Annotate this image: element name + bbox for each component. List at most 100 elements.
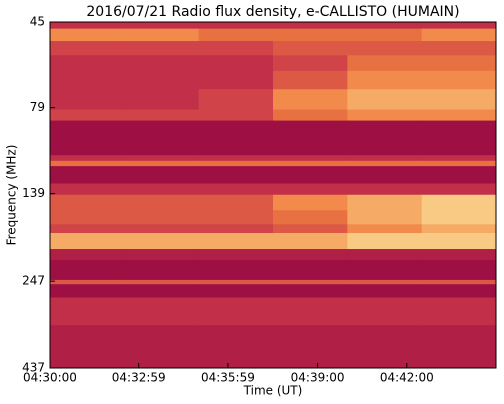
- heatmap-cell: [421, 41, 497, 56]
- y-axis-label: Frequency (MHz): [5, 145, 19, 246]
- heatmap-cell: [421, 260, 497, 281]
- heatmap-cell: [273, 297, 348, 326]
- heatmap-cell: [124, 41, 200, 56]
- heatmap-cell: [198, 89, 274, 111]
- heatmap-cell: [124, 109, 200, 122]
- heatmap-cell: [50, 325, 125, 369]
- heatmap-cell: [421, 183, 497, 196]
- heatmap-cell: [198, 109, 274, 122]
- heatmap-cell: [198, 166, 274, 184]
- heatmap-cell: [124, 284, 200, 299]
- y-tick-label: 437: [22, 361, 45, 375]
- heatmap-cell: [273, 166, 348, 184]
- heatmap-cell: [347, 183, 423, 196]
- heatmap-cell: [198, 183, 274, 196]
- heatmap-cell: [198, 194, 274, 211]
- heatmap-cell: [124, 120, 200, 156]
- heatmap-cell: [198, 155, 274, 162]
- heatmap-cell: [124, 224, 200, 234]
- heatmap-cell: [198, 55, 274, 72]
- chart-title: 2016/07/21 Radio flux density, e-CALLIST…: [86, 4, 459, 20]
- heatmap-cell: [50, 155, 125, 162]
- heatmap-cell: [273, 194, 348, 211]
- heatmap-cell: [124, 297, 200, 326]
- heatmap-cell: [273, 155, 348, 162]
- heatmap-cell: [124, 183, 200, 196]
- heatmap-cell: [347, 249, 423, 261]
- heatmap-cell: [50, 55, 125, 72]
- x-tick-label: 04:39:00: [291, 371, 345, 385]
- heatmap-cell: [124, 325, 200, 369]
- heatmap-cell: [50, 279, 125, 285]
- heatmap-cell: [50, 28, 125, 42]
- heatmap-cell: [198, 120, 274, 156]
- heatmap-cell: [198, 22, 274, 30]
- heatmap-cell: [198, 260, 274, 281]
- heatmap-cell: [421, 120, 497, 156]
- heatmap-cell: [50, 194, 125, 211]
- heatmap-cell: [273, 70, 348, 90]
- heatmap-cell: [421, 155, 497, 162]
- heatmap-cell: [347, 166, 423, 184]
- heatmap-cell: [198, 325, 274, 369]
- heatmap-cell: [347, 224, 423, 234]
- x-tick-label: 04:35:59: [201, 371, 255, 385]
- heatmap-cell: [347, 232, 423, 250]
- heatmap-cell: [124, 260, 200, 281]
- heatmap-cell: [124, 249, 200, 261]
- heatmap-cell: [124, 155, 200, 162]
- heatmap-cell: [347, 55, 423, 72]
- heatmap-cell: [124, 232, 200, 250]
- y-tick-label: 79: [30, 100, 45, 114]
- heatmap-cell: [347, 160, 423, 167]
- heatmap-cell: [347, 210, 423, 225]
- heatmap-cell: [421, 279, 497, 285]
- heatmap-cell: [347, 155, 423, 162]
- heatmap-cell: [50, 210, 125, 225]
- heatmap-cell: [124, 55, 200, 72]
- heatmap-cell: [50, 120, 125, 156]
- heatmap-cell: [50, 22, 125, 30]
- heatmap-cell: [50, 160, 125, 167]
- heatmap-cell: [347, 260, 423, 281]
- heatmap-cell: [273, 160, 348, 167]
- heatmap-cell: [198, 41, 274, 56]
- heatmap-cell: [421, 160, 497, 167]
- x-tick-label: 04:42:00: [380, 371, 434, 385]
- heatmap-cell: [421, 22, 497, 30]
- heatmap-cell: [50, 70, 125, 90]
- heatmap-cell: [198, 210, 274, 225]
- heatmap-cell: [198, 70, 274, 90]
- y-tick-label: 139: [22, 186, 45, 200]
- y-tick-label: 45: [30, 15, 45, 29]
- heatmap-cell: [421, 284, 497, 299]
- heatmap-cell: [198, 297, 274, 326]
- heatmap-cell: [347, 109, 423, 122]
- heatmap-cell: [50, 260, 125, 281]
- heatmap-cell: [421, 109, 497, 122]
- heatmap-cell: [273, 120, 348, 156]
- heatmap-cell: [198, 28, 274, 42]
- heatmap-cell: [50, 284, 125, 299]
- heatmap-cell: [421, 249, 497, 261]
- heatmap-cell: [124, 166, 200, 184]
- heatmap-cell: [421, 297, 497, 326]
- heatmap-cell: [421, 55, 497, 72]
- heatmap-cell: [50, 109, 125, 122]
- heatmap-cell: [273, 284, 348, 299]
- heatmap-cell: [198, 284, 274, 299]
- heatmap-cell: [273, 55, 348, 72]
- heatmap-cell: [273, 260, 348, 281]
- heatmap-cell: [50, 183, 125, 196]
- heatmap-cell: [421, 224, 497, 234]
- heatmap-cell: [347, 41, 423, 56]
- heatmap-cell: [347, 297, 423, 326]
- heatmap-cell: [347, 120, 423, 156]
- heatmap-cell: [124, 160, 200, 167]
- plot-frame: [49, 21, 497, 369]
- heatmap-cell: [124, 194, 200, 211]
- heatmap-cell: [273, 22, 348, 30]
- heatmap-cell: [273, 210, 348, 225]
- heatmap-cell: [273, 224, 348, 234]
